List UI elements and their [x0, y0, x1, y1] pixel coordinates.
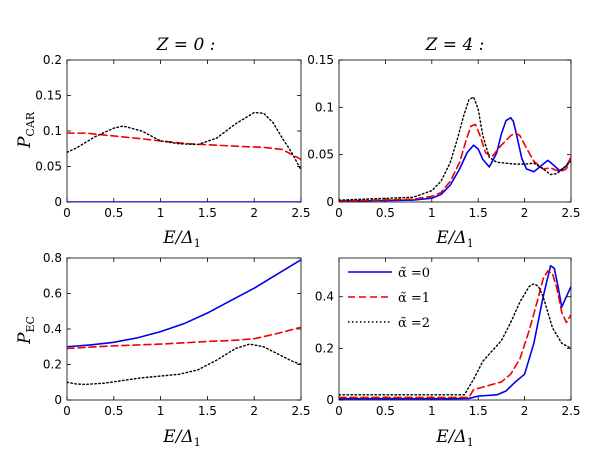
x-tick-label: 1 — [428, 404, 436, 418]
column-title-z4: Z = 4 : — [425, 35, 485, 55]
y-tick-label: 0 — [326, 393, 334, 407]
x-label-top-left: E/Δ1 — [162, 228, 200, 250]
y-tick-label: 0 — [54, 393, 62, 407]
series-line-solid — [339, 116, 571, 202]
legend-label-alpha2: α̃ =2 — [398, 316, 430, 331]
x-label-top-right: E/Δ1 — [435, 228, 473, 250]
y-tick-label: 0.4 — [43, 322, 62, 336]
series-line-solid — [339, 264, 571, 400]
y-tick-label: 0.05 — [35, 160, 62, 174]
y-tick-label: 0.2 — [43, 358, 62, 372]
plot-frame — [66, 257, 302, 401]
svg-text:PCAR: PCAR — [15, 111, 37, 149]
series-line-dotted — [67, 111, 301, 171]
x-tick-label: 0.5 — [104, 404, 123, 418]
x-tick-label: 1.5 — [198, 206, 217, 220]
y-tick-label: 0.4 — [315, 290, 334, 304]
x-tick-label: 2.5 — [291, 404, 310, 418]
series-line-dashed — [339, 123, 571, 202]
y-tick-label: 0.15 — [35, 89, 62, 103]
x-tick-label: 2 — [250, 404, 258, 418]
x-tick-label: 1 — [157, 206, 165, 220]
series-line-dotted — [339, 283, 571, 396]
legend-label-alpha0: α̃ =0 — [398, 266, 430, 281]
x-label-bottom-right: E/Δ1 — [435, 427, 473, 449]
plot-frame — [338, 257, 572, 401]
y-tick-label: 0 — [326, 195, 334, 209]
y-tick-label: 0.1 — [315, 100, 334, 114]
x-tick-label: 1.5 — [198, 404, 217, 418]
x-tick-label: 0 — [63, 206, 71, 220]
panel-pec-z4: 0 0.5 1 1.5 2 2.5 0 0.2 0.4 — [315, 257, 581, 418]
y-tick-label: 0.2 — [43, 53, 62, 67]
x-tick-label: 2.5 — [561, 404, 580, 418]
series-line-dashed — [67, 132, 301, 161]
y-tick-label: 0.15 — [307, 53, 334, 67]
x-tick-label: 2.5 — [561, 206, 580, 220]
x-tick-label: 2 — [521, 404, 529, 418]
series-line-solid — [67, 258, 301, 348]
x-tick-label: 2 — [521, 206, 529, 220]
x-tick-label: 0.5 — [376, 404, 395, 418]
x-tick-label: 0 — [63, 404, 71, 418]
column-title-z0: Z = 0 : — [156, 35, 216, 55]
x-tick-label: 2.5 — [291, 206, 310, 220]
plot-frame — [338, 59, 572, 203]
x-tick-label: 1.5 — [469, 206, 488, 220]
y-label-pec: PEC — [15, 316, 37, 345]
x-label-bottom-left: E/Δ1 — [162, 427, 200, 449]
y-tick-label: 0.05 — [307, 148, 334, 162]
y-tick-label: 0.1 — [43, 124, 62, 138]
series-line-dotted — [67, 343, 301, 386]
x-tick-label: 1 — [157, 404, 165, 418]
legend-label-alpha1: α̃ =1 — [398, 291, 430, 306]
y-tick-label: 0.8 — [43, 251, 62, 265]
panel-pcar-z4: 0 0.5 1 1.5 2 2.5 0 0.05 0.1 0.15 — [307, 53, 580, 220]
svg-text:PEC: PEC — [15, 316, 37, 345]
plot-frame — [66, 59, 302, 203]
series-line-dashed — [67, 326, 301, 350]
x-tick-label: 1 — [428, 206, 436, 220]
panel-pec-z0: 0 0.5 1 1.5 2 2.5 0 0.2 0.4 0.6 0.8 — [43, 251, 311, 418]
legend: α̃ =0 α̃ =1 α̃ =2 — [348, 266, 430, 331]
x-tick-label: 0 — [335, 404, 343, 418]
x-tick-label: 0.5 — [104, 206, 123, 220]
series-line-dashed — [339, 270, 571, 399]
x-tick-label: 0.5 — [376, 206, 395, 220]
x-tick-label: 2 — [250, 206, 258, 220]
y-tick-label: 0.2 — [315, 341, 334, 355]
x-tick-label: 0 — [335, 206, 343, 220]
y-tick-label: 0 — [54, 195, 62, 209]
y-tick-label: 0.6 — [43, 287, 62, 301]
x-tick-label: 1.5 — [469, 404, 488, 418]
panel-pcar-z0: 0 0.5 1 1.5 2 2.5 0 0.05 0.1 0.15 0.2 — [35, 53, 310, 220]
y-label-pcar: PCAR — [15, 111, 37, 149]
series-line-dotted — [339, 96, 571, 201]
